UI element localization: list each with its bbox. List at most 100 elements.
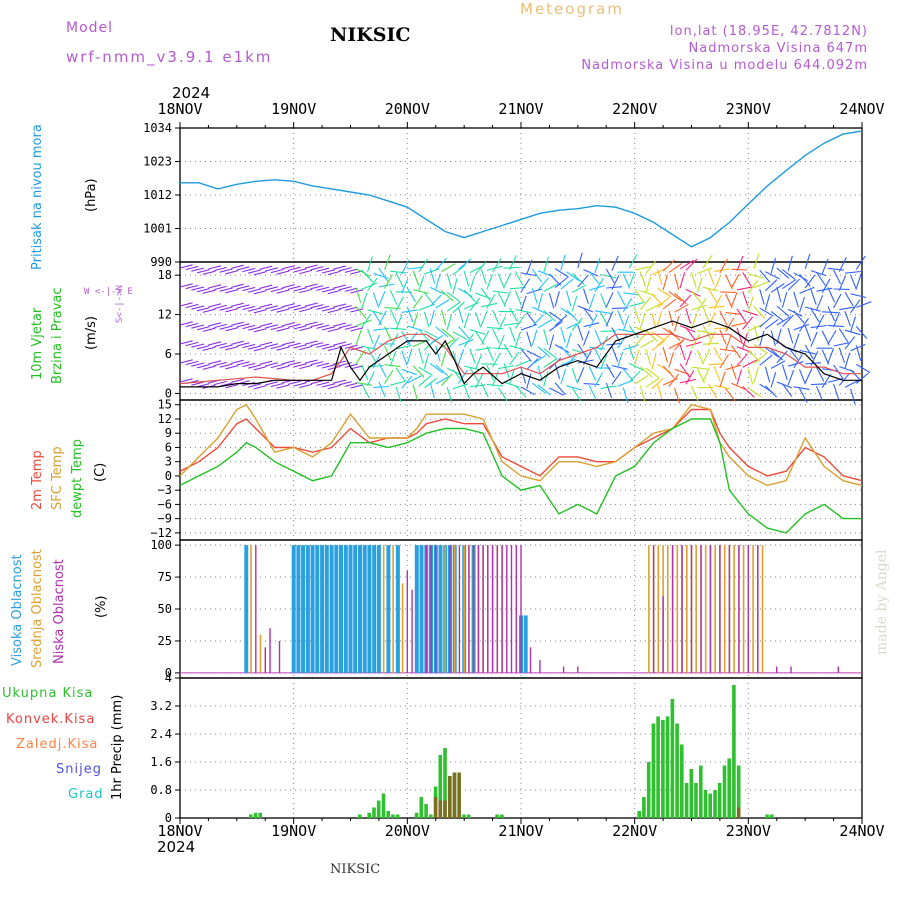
wind-arrow xyxy=(640,366,653,378)
wind-arrow xyxy=(395,367,406,382)
wind-arrow xyxy=(827,348,835,364)
wind-arrow xyxy=(412,365,425,378)
wind-arrow xyxy=(208,322,222,327)
wind-arrow xyxy=(657,287,672,298)
wind-arrow xyxy=(287,380,301,385)
wind-gust-line xyxy=(179,333,862,385)
wind-arrow xyxy=(355,306,367,320)
wind-arrow xyxy=(793,323,810,331)
wind-arrow xyxy=(730,344,742,359)
wind-arrow xyxy=(458,326,470,339)
wind-arrow xyxy=(855,372,869,384)
wind-arrow xyxy=(208,284,222,289)
wind-arrow xyxy=(605,382,613,399)
wind-arrow xyxy=(764,366,771,383)
y-tick-label: 1023 xyxy=(143,155,172,169)
wind-arrow xyxy=(418,275,425,292)
wind-arrow xyxy=(412,384,418,401)
wind-arrow xyxy=(503,343,513,359)
wind-arrow xyxy=(509,326,516,342)
wind-arrow xyxy=(821,349,830,365)
wind-arrow xyxy=(719,329,727,345)
wind-arrow xyxy=(639,385,646,402)
wind-arrow xyxy=(350,308,364,313)
wind-arrow xyxy=(662,377,678,386)
cloud-bar xyxy=(315,545,320,673)
wind-arrow xyxy=(395,386,402,403)
wind-arrow xyxy=(265,305,278,310)
precip-bar xyxy=(675,723,679,818)
wind-arrow xyxy=(486,383,503,387)
wind-arrow xyxy=(850,293,867,299)
wind-arrow xyxy=(185,360,199,366)
wind-arrow xyxy=(179,302,193,307)
wind-arrow xyxy=(265,362,278,367)
year-bottom: 2024 xyxy=(157,838,196,856)
wind-arrow xyxy=(565,332,572,348)
wind-arrow xyxy=(810,350,819,366)
cloud-bar xyxy=(523,615,528,673)
wind-arrow xyxy=(781,364,788,380)
cloud-bar xyxy=(681,545,683,673)
wind-arrow xyxy=(765,318,779,330)
wind-arrow xyxy=(390,270,407,274)
precip-conv-bar xyxy=(452,772,457,818)
cloud-bar xyxy=(695,545,697,673)
cloud-bar xyxy=(487,545,489,673)
wind-arrow xyxy=(691,304,707,311)
wind-arrow xyxy=(549,387,564,396)
wind-arrow xyxy=(219,344,233,349)
wind-arrow xyxy=(202,289,216,294)
y-tick-label: 9 xyxy=(165,426,172,440)
wind-arrow xyxy=(708,305,725,309)
wind-arrow xyxy=(282,322,296,327)
cloud-bar xyxy=(686,545,688,673)
wind-arrow xyxy=(208,360,222,365)
wind-arrow xyxy=(844,311,851,327)
cloud-bar xyxy=(367,545,372,673)
cloud-bar xyxy=(733,545,735,673)
wind-arrow xyxy=(355,287,362,304)
wind-arrow xyxy=(179,264,193,269)
wind-arrow xyxy=(748,273,764,279)
wind-arrow xyxy=(287,266,301,271)
wind-arrow xyxy=(361,345,378,351)
y-tick-label: 75 xyxy=(158,570,172,584)
wind-arrow xyxy=(543,329,549,345)
wind-arrow xyxy=(202,346,216,351)
wind-arrow xyxy=(782,269,796,280)
wind-arrow xyxy=(719,371,726,388)
wind-arrow xyxy=(463,312,470,329)
wind-arrow xyxy=(213,266,227,272)
wind-arrow xyxy=(674,303,689,313)
wind-arrow xyxy=(526,259,533,275)
wind-arrow xyxy=(622,273,631,289)
wind-arrow xyxy=(810,308,820,323)
wind-arrow xyxy=(582,288,589,304)
wind-arrow xyxy=(191,286,205,291)
cloud-bar xyxy=(657,545,660,673)
wind-arrow xyxy=(367,371,375,387)
wind-arrow xyxy=(429,334,444,345)
cloud-bar xyxy=(520,545,522,673)
wind-arrow xyxy=(736,286,753,291)
cloud-bar xyxy=(362,545,367,673)
precip-bar xyxy=(651,723,656,818)
wind-arrow xyxy=(191,362,205,367)
cloud-bar xyxy=(392,545,394,673)
wind-arrow xyxy=(390,380,406,386)
wind-arrow xyxy=(395,296,404,312)
wind-arrow xyxy=(623,292,640,296)
wind-arrow xyxy=(429,268,436,284)
precip-bar xyxy=(466,814,471,818)
precip-bar xyxy=(381,793,386,818)
wind-arrow xyxy=(617,328,634,333)
wind-arrow xyxy=(685,258,698,271)
wind-arrow xyxy=(236,323,250,328)
wind-arrow xyxy=(793,333,800,349)
wind-arrow xyxy=(747,368,754,385)
cloud-bar xyxy=(449,545,451,673)
wind-arrow xyxy=(514,385,527,398)
wind-arrow xyxy=(810,331,818,347)
wind-arrow xyxy=(651,354,657,370)
